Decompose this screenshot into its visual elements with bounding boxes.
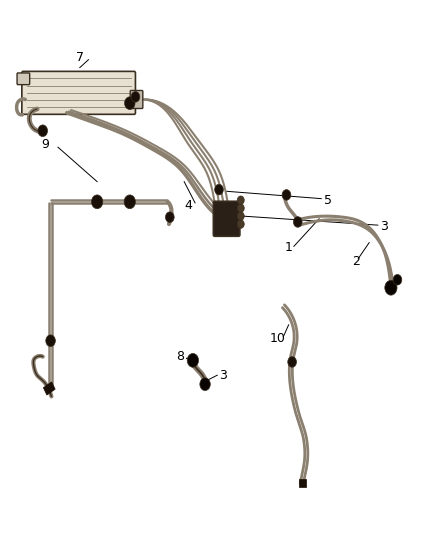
Text: 7: 7	[76, 51, 84, 63]
Circle shape	[393, 274, 402, 285]
Text: 4: 4	[184, 199, 192, 212]
Circle shape	[187, 353, 198, 367]
Text: 8: 8	[176, 350, 184, 363]
Text: 5: 5	[324, 193, 332, 207]
Circle shape	[237, 196, 244, 205]
Circle shape	[124, 97, 135, 110]
FancyBboxPatch shape	[22, 71, 135, 114]
Circle shape	[92, 195, 103, 209]
Bar	[299, 479, 307, 487]
Text: 3: 3	[381, 220, 389, 233]
Bar	[43, 382, 55, 395]
Circle shape	[282, 190, 291, 200]
Circle shape	[237, 204, 244, 213]
FancyBboxPatch shape	[213, 201, 240, 236]
Circle shape	[131, 92, 140, 102]
Circle shape	[215, 184, 223, 195]
FancyBboxPatch shape	[17, 73, 30, 85]
Circle shape	[124, 195, 135, 209]
Circle shape	[166, 212, 174, 222]
Circle shape	[288, 357, 297, 367]
Circle shape	[385, 280, 397, 295]
Text: 2: 2	[352, 255, 360, 268]
FancyBboxPatch shape	[130, 91, 143, 109]
Circle shape	[293, 216, 302, 227]
Text: 10: 10	[270, 332, 286, 344]
Text: 3: 3	[219, 369, 227, 382]
Text: 1: 1	[285, 241, 293, 254]
Circle shape	[200, 378, 210, 391]
Circle shape	[46, 335, 55, 346]
Circle shape	[237, 212, 244, 220]
Circle shape	[38, 125, 47, 136]
Circle shape	[237, 220, 244, 228]
Text: 9: 9	[41, 138, 49, 151]
